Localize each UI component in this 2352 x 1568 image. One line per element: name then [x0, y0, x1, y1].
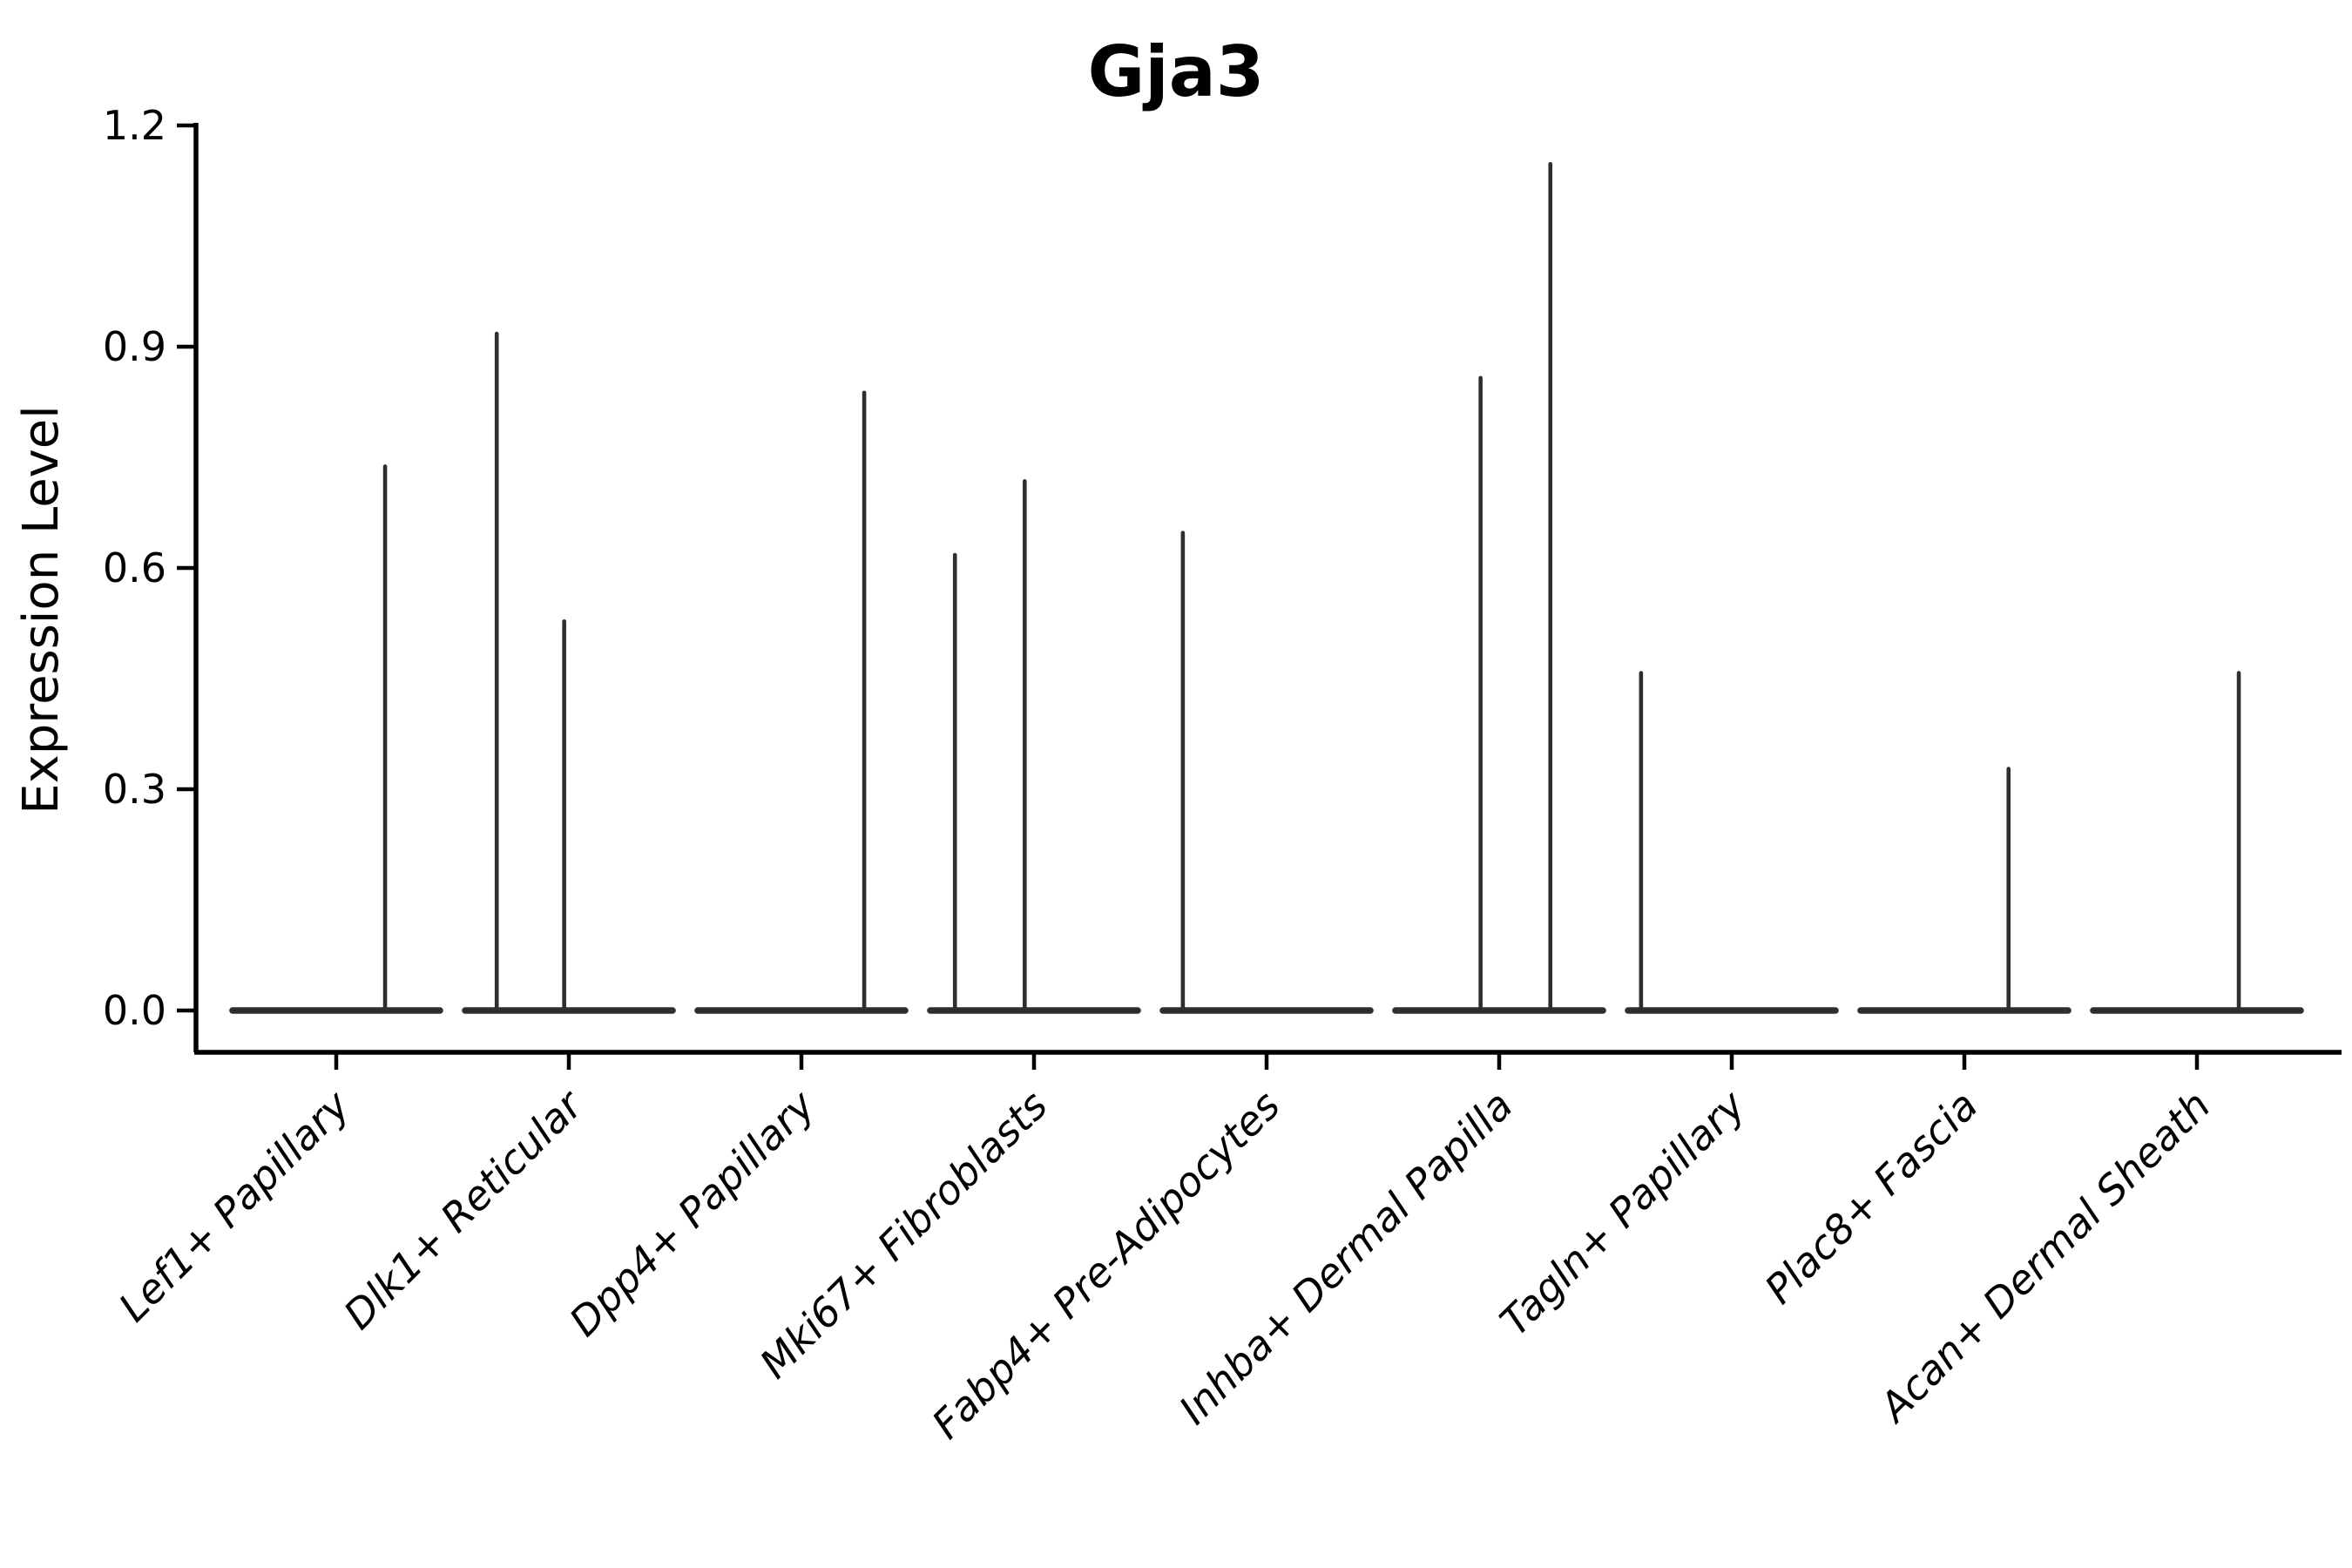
violin-base	[927, 1007, 1141, 1014]
y-tick-label: 0.9	[103, 323, 166, 370]
x-tick-label: Dpp4+ Papillary	[560, 1081, 824, 1345]
axis-spines	[193, 122, 2342, 1055]
violin-base	[1625, 1007, 1839, 1014]
violins-group	[229, 161, 2304, 1014]
x-tick-label: Lef1+ Papillary	[110, 1081, 359, 1330]
violin	[2090, 671, 2304, 1014]
x-tick-label: Dlk1+ Reticular	[335, 1079, 593, 1338]
violin-base	[462, 1007, 676, 1014]
x-tick-label: Plac8+ Fascia	[1755, 1082, 1986, 1313]
violin	[694, 390, 909, 1014]
y-tick-label: 0.3	[103, 766, 166, 813]
violin-base	[229, 1007, 443, 1014]
y-axis-ticks: 0.0 0.3 0.6 0.9 1.2	[103, 102, 196, 1034]
violin	[1625, 671, 1839, 1014]
x-tick-label: Tagln+ Papillary	[1490, 1081, 1754, 1345]
violin-base	[1857, 1007, 2072, 1014]
violin-base	[1159, 1007, 1374, 1014]
y-axis-label: Expression Level	[13, 405, 70, 814]
violin	[1392, 161, 1606, 1014]
violin	[927, 479, 1141, 1014]
violin-base	[694, 1007, 909, 1014]
y-tick-label: 0.0	[103, 987, 166, 1034]
violin	[1857, 767, 2072, 1014]
violin	[1159, 531, 1374, 1014]
chart-title: Gja3	[1088, 31, 1265, 112]
violin-base	[1392, 1007, 1606, 1014]
y-tick-label: 0.6	[103, 544, 166, 591]
y-tick-label: 1.2	[103, 102, 166, 149]
violin-base	[2090, 1007, 2304, 1014]
violin	[462, 331, 676, 1014]
violin	[229, 464, 443, 1014]
